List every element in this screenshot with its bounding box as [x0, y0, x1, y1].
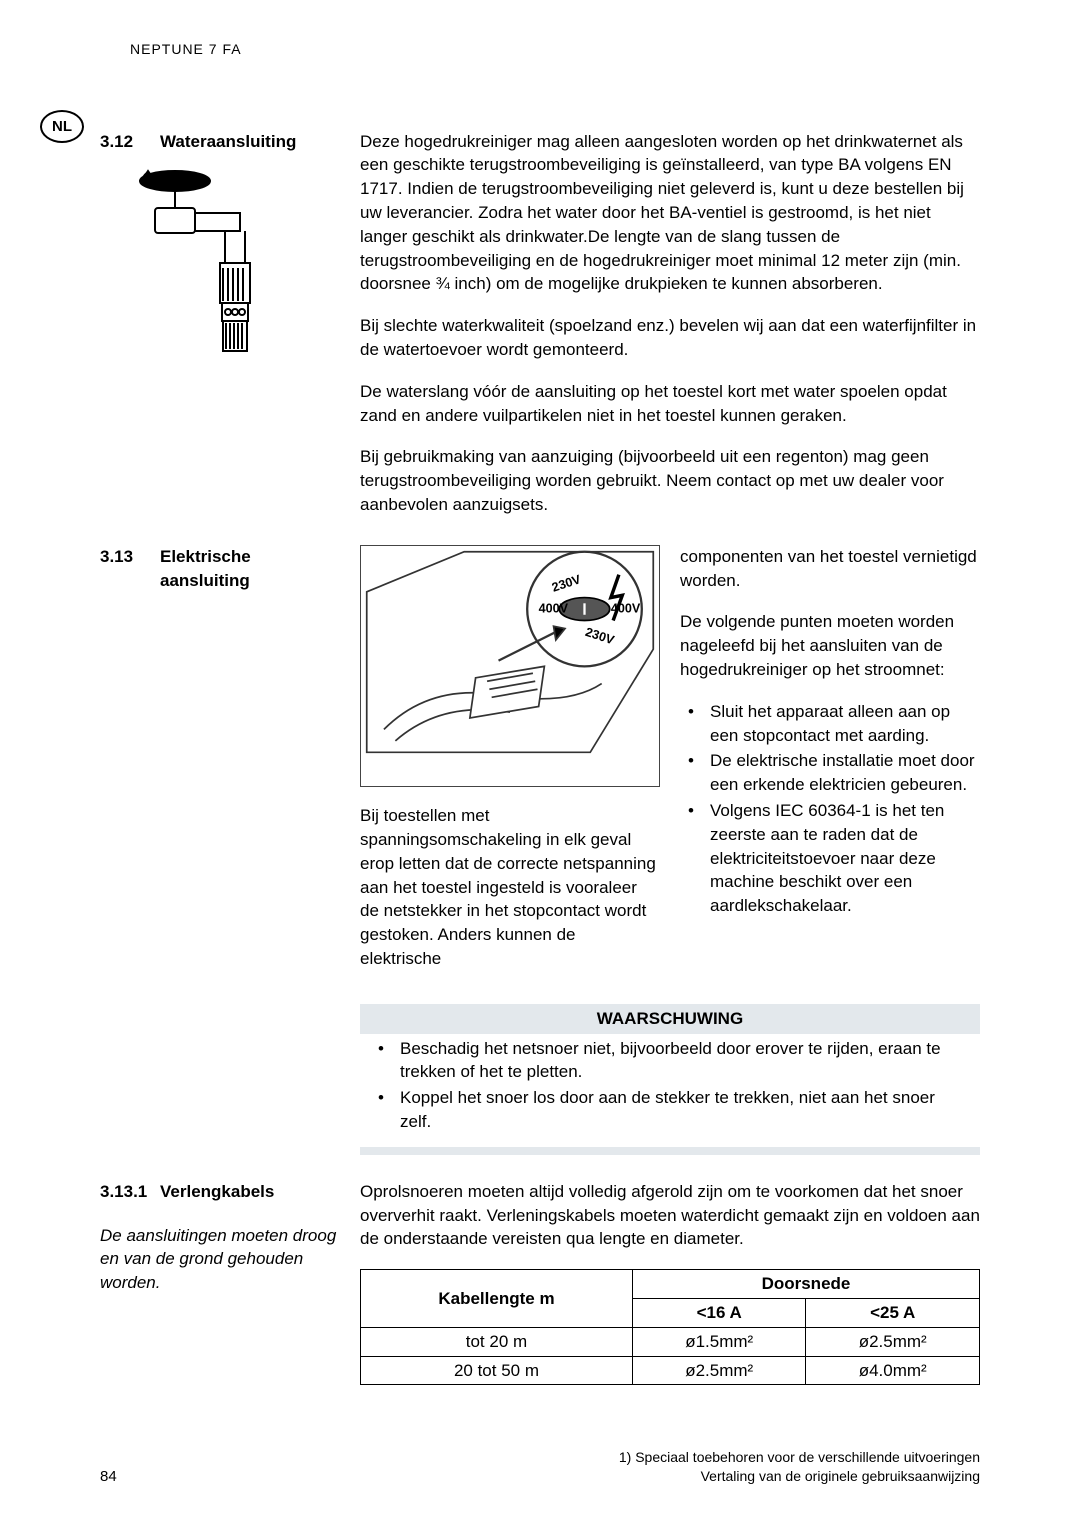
section-3-13: 3.13 Elektrische aansluiting [100, 545, 980, 1155]
paragraph: componenten van het toestel vernietigd w… [680, 545, 980, 593]
paragraph: Deze hogedrukreiniger mag alleen aangesl… [360, 130, 980, 297]
section-title: Elektrische aansluiting [160, 545, 360, 593]
section-title: Wateraansluiting [160, 130, 360, 154]
table-header: Kabellengte m [361, 1270, 633, 1328]
table-cell: 20 tot 50 m [361, 1356, 633, 1385]
paragraph: Bij toestellen met spanningsomschakeling… [360, 804, 660, 971]
language-badge: NL [40, 110, 84, 143]
section-content: 230V 400V 400V 230V Bij toestellen met s… [360, 545, 980, 1155]
section-number: 3.13 [100, 545, 160, 593]
section-number: 3.13.1 [100, 1180, 160, 1204]
table-cell: ø4.0mm² [806, 1356, 980, 1385]
paragraph: Bij slechte waterkwaliteit (spoelzand en… [360, 314, 980, 362]
side-note: De aansluitingen moeten droog en van de … [100, 1224, 360, 1295]
table-header: Doorsnede [632, 1270, 979, 1299]
list-item: Koppel het snoer los door aan de stekker… [370, 1086, 970, 1134]
doc-header: NEPTUNE 7 FA [100, 40, 980, 60]
cable-table: Kabellengte m Doorsnede <16 A <25 A tot … [360, 1269, 980, 1385]
table-cell: ø2.5mm² [806, 1327, 980, 1356]
table-cell: ø2.5mm² [632, 1356, 806, 1385]
bullet-list: Sluit het apparaat alleen aan op een sto… [680, 700, 980, 918]
table-row: tot 20 m ø1.5mm² ø2.5mm² [361, 1327, 980, 1356]
paragraph: De volgende punten moeten worden nagelee… [680, 610, 980, 681]
page-footer: 84 1) Speciaal toebehoren voor de versch… [100, 1448, 980, 1487]
voltage-selector-icon: 230V 400V 400V 230V [360, 545, 660, 788]
list-item: Beschadig het netsnoer niet, bijvoorbeel… [370, 1037, 970, 1085]
footnote: 1) Speciaal toebehoren voor de verschill… [619, 1448, 980, 1468]
section-title: Verlengkabels [160, 1180, 360, 1204]
footnote: Vertaling van de originele gebruiksaanwi… [619, 1467, 980, 1487]
table-header: <25 A [806, 1298, 980, 1327]
list-item: Volgens IEC 60364-1 is het ten zeerste a… [680, 799, 980, 918]
warning-box: WAARSCHUWING Beschadig het netsnoer niet… [360, 1004, 980, 1155]
page-number: 84 [100, 1466, 117, 1487]
water-tap-icon [100, 163, 300, 383]
voltage-label: 400V [611, 601, 641, 615]
list-item: Sluit het apparaat alleen aan op een sto… [680, 700, 980, 748]
table-cell: ø1.5mm² [632, 1327, 806, 1356]
section-content: Oprolsnoeren moeten altijd volledig afge… [360, 1180, 980, 1386]
table-header: <16 A [632, 1298, 806, 1327]
table-row: 20 tot 50 m ø2.5mm² ø4.0mm² [361, 1356, 980, 1385]
paragraph: Bij gebruikmaking van aanzuiging (bijvoo… [360, 445, 980, 516]
section-3-13-1: 3.13.1 Verlengkabels De aansluitingen mo… [100, 1180, 980, 1386]
section-content: Deze hogedrukreiniger mag alleen aangesl… [360, 130, 980, 535]
section-3-12: 3.12 Wateraansluiting [100, 130, 980, 535]
paragraph: Oprolsnoeren moeten altijd volledig afge… [360, 1180, 980, 1251]
warning-list: Beschadig het netsnoer niet, bijvoorbeel… [370, 1037, 970, 1134]
table-cell: tot 20 m [361, 1327, 633, 1356]
section-number: 3.12 [100, 130, 160, 154]
voltage-label: 400V [539, 601, 569, 615]
page: NEPTUNE 7 FA NL 3.12 Wateraansluiting [0, 0, 1080, 1527]
paragraph: De waterslang vóór de aansluiting op het… [360, 380, 980, 428]
list-item: De elektrische installatie moet door een… [680, 749, 980, 797]
warning-title: WAARSCHUWING [360, 1004, 980, 1034]
